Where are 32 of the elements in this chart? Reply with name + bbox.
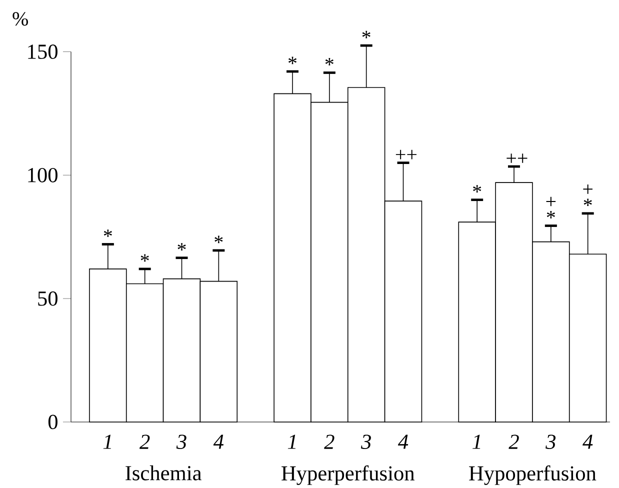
data-label: * xyxy=(362,30,370,38)
y-tick-label: 100 xyxy=(28,168,58,182)
data-label: * xyxy=(473,185,482,192)
data-label: * xyxy=(288,56,297,64)
y-axis-title: % xyxy=(12,12,28,26)
y-tick-label: 50 xyxy=(38,291,58,306)
x-tick-label: 2 xyxy=(324,434,334,449)
data-label: + * xyxy=(546,196,556,218)
y-tick-label: 150 xyxy=(28,44,58,59)
x-tick-label: 4 xyxy=(398,434,408,449)
data-label: + * xyxy=(583,184,592,206)
data-label: * xyxy=(178,243,186,250)
text: Hyperperfusion xyxy=(282,465,415,485)
data-label: ++ xyxy=(506,154,528,163)
data-label: * xyxy=(214,236,223,244)
x-tick-label: 2 xyxy=(140,434,150,449)
data-label: * xyxy=(140,254,149,262)
x-tick-label: 2 xyxy=(508,434,519,449)
x-tick-label: 4 xyxy=(582,434,593,449)
x-tick-label: 3 xyxy=(176,434,186,450)
text: Ischemia xyxy=(126,465,202,480)
x-tick-label: 1 xyxy=(103,434,111,449)
x-tick-label: 3 xyxy=(360,434,371,450)
data-label: * xyxy=(325,58,334,66)
x-tick-label: 4 xyxy=(213,434,224,449)
y-tick-label: 0 xyxy=(48,414,58,430)
x-tick-label: 1 xyxy=(288,434,296,449)
x-tick-label: 3 xyxy=(546,434,556,450)
x-tick-label: 1 xyxy=(472,434,480,449)
data-label: ++ xyxy=(396,150,416,160)
text: Hypoperfusion xyxy=(469,465,596,485)
data-label: * xyxy=(104,230,112,237)
